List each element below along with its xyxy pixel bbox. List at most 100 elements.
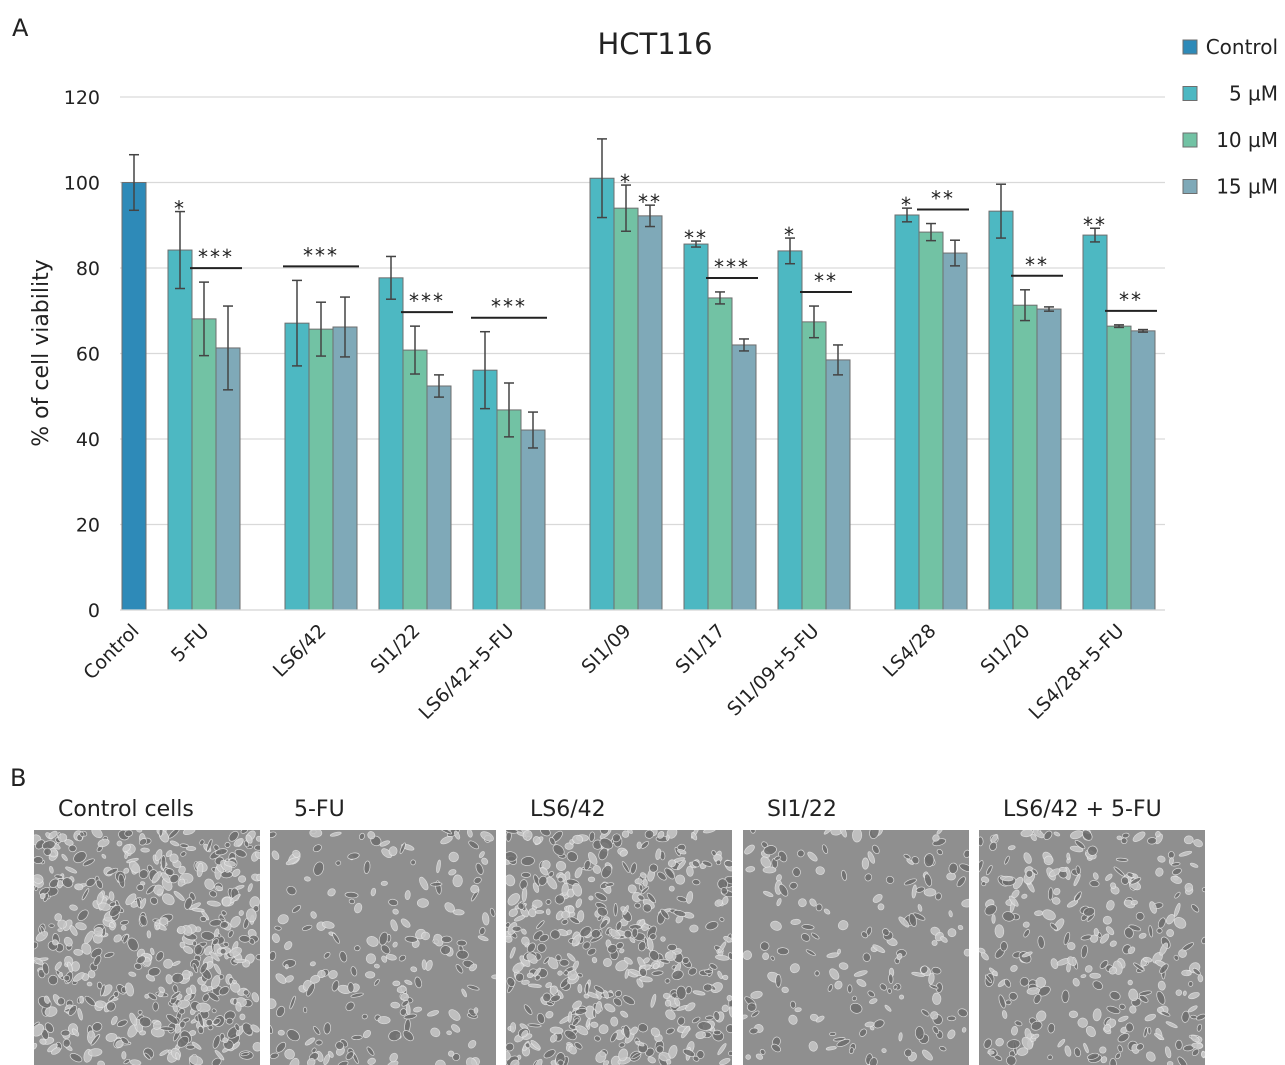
- cell: [220, 948, 226, 954]
- bar: [1107, 326, 1131, 610]
- bar: [427, 386, 451, 610]
- bar: [684, 244, 708, 610]
- cell: [546, 909, 550, 915]
- cell: [589, 896, 594, 901]
- bar: [802, 322, 826, 610]
- legend-swatch: [1183, 40, 1197, 54]
- cell: [904, 1049, 912, 1057]
- cell: [1000, 941, 1007, 951]
- bar: [1131, 331, 1155, 610]
- cell: [422, 960, 427, 970]
- cell: [381, 881, 388, 886]
- significance-label: ***: [714, 255, 750, 279]
- cell: [837, 949, 841, 954]
- cell: [193, 941, 197, 946]
- cell: [637, 842, 642, 849]
- cell: [815, 971, 820, 977]
- cell: [930, 1011, 938, 1019]
- cell: [61, 1030, 70, 1037]
- cell: [393, 981, 400, 986]
- significance-label: **: [1119, 288, 1143, 312]
- bar: [1037, 309, 1061, 610]
- cell: [703, 984, 712, 992]
- bar: [379, 278, 403, 610]
- micrograph: [502, 824, 738, 1065]
- image-caption: SI1/22: [767, 797, 837, 822]
- cell: [614, 903, 618, 916]
- cell: [441, 936, 452, 943]
- bar: [989, 211, 1013, 610]
- cell: [643, 879, 648, 887]
- cell: [156, 925, 160, 929]
- cell: [532, 900, 542, 908]
- cell: [122, 1051, 126, 1059]
- cell: [1048, 1055, 1053, 1060]
- cell: [1167, 1061, 1173, 1065]
- cell: [690, 925, 699, 932]
- figure: A HCT116 % of cell viability B 020406080…: [0, 0, 1285, 1065]
- page: A HCT116 % of cell viability B 020406080…: [0, 0, 1285, 1065]
- bar: [919, 232, 943, 610]
- cell: [663, 993, 670, 998]
- y-axis-title: % of cell viability: [29, 259, 54, 447]
- cell: [947, 873, 956, 880]
- cell: [1005, 1000, 1011, 1005]
- cell: [1147, 837, 1157, 844]
- significance-label: **: [931, 187, 955, 211]
- cell: [588, 877, 595, 882]
- cell: [1034, 910, 1043, 916]
- significance-label: **: [684, 226, 708, 250]
- cell: [474, 1007, 478, 1013]
- significance-label: **: [814, 269, 838, 293]
- bar: [122, 183, 146, 611]
- image-caption: LS6/42: [530, 797, 606, 822]
- cell: [762, 953, 769, 960]
- chart-title: HCT116: [597, 27, 712, 61]
- cell: [878, 904, 884, 911]
- significance-label: ***: [198, 245, 234, 269]
- legend-swatch: [1183, 180, 1197, 194]
- significance-label: *: [620, 170, 632, 194]
- cell: [899, 995, 903, 999]
- cell: [240, 1014, 246, 1020]
- cell: [1069, 1011, 1078, 1018]
- significance-label: *: [901, 193, 913, 217]
- cell: [139, 1030, 146, 1035]
- legend-label: 10 µM: [1216, 128, 1278, 152]
- legend-swatch: [1183, 133, 1197, 147]
- bar: [778, 251, 802, 610]
- cell: [220, 921, 229, 928]
- cell: [676, 986, 686, 999]
- cell: [666, 835, 670, 841]
- bar: [1083, 235, 1107, 610]
- y-tick-label: 20: [76, 515, 100, 537]
- cell: [992, 915, 996, 924]
- significance-label: **: [1025, 253, 1049, 277]
- cell: [665, 951, 676, 960]
- cell: [578, 984, 582, 993]
- significance-label: ***: [303, 243, 339, 267]
- cell: [141, 848, 150, 853]
- cell: [58, 928, 63, 931]
- cell: [453, 875, 463, 887]
- cell: [947, 1016, 956, 1021]
- cell: [226, 1018, 234, 1025]
- cell: [1104, 1024, 1111, 1032]
- image-caption: 5-FU: [294, 797, 345, 822]
- cell: [147, 931, 151, 939]
- cell: [776, 974, 782, 987]
- cell: [1048, 888, 1053, 901]
- micrograph: [974, 826, 1209, 1065]
- cell: [1128, 980, 1133, 985]
- bar: [333, 327, 357, 610]
- cell: [763, 867, 776, 873]
- bar: [521, 430, 545, 610]
- cell: [829, 1032, 836, 1036]
- cell: [888, 974, 893, 984]
- cell: [665, 1000, 671, 1006]
- cell: [33, 856, 43, 863]
- cell: [932, 993, 941, 1005]
- cell: [153, 1002, 159, 1011]
- cell: [161, 855, 166, 869]
- cell: [431, 882, 443, 886]
